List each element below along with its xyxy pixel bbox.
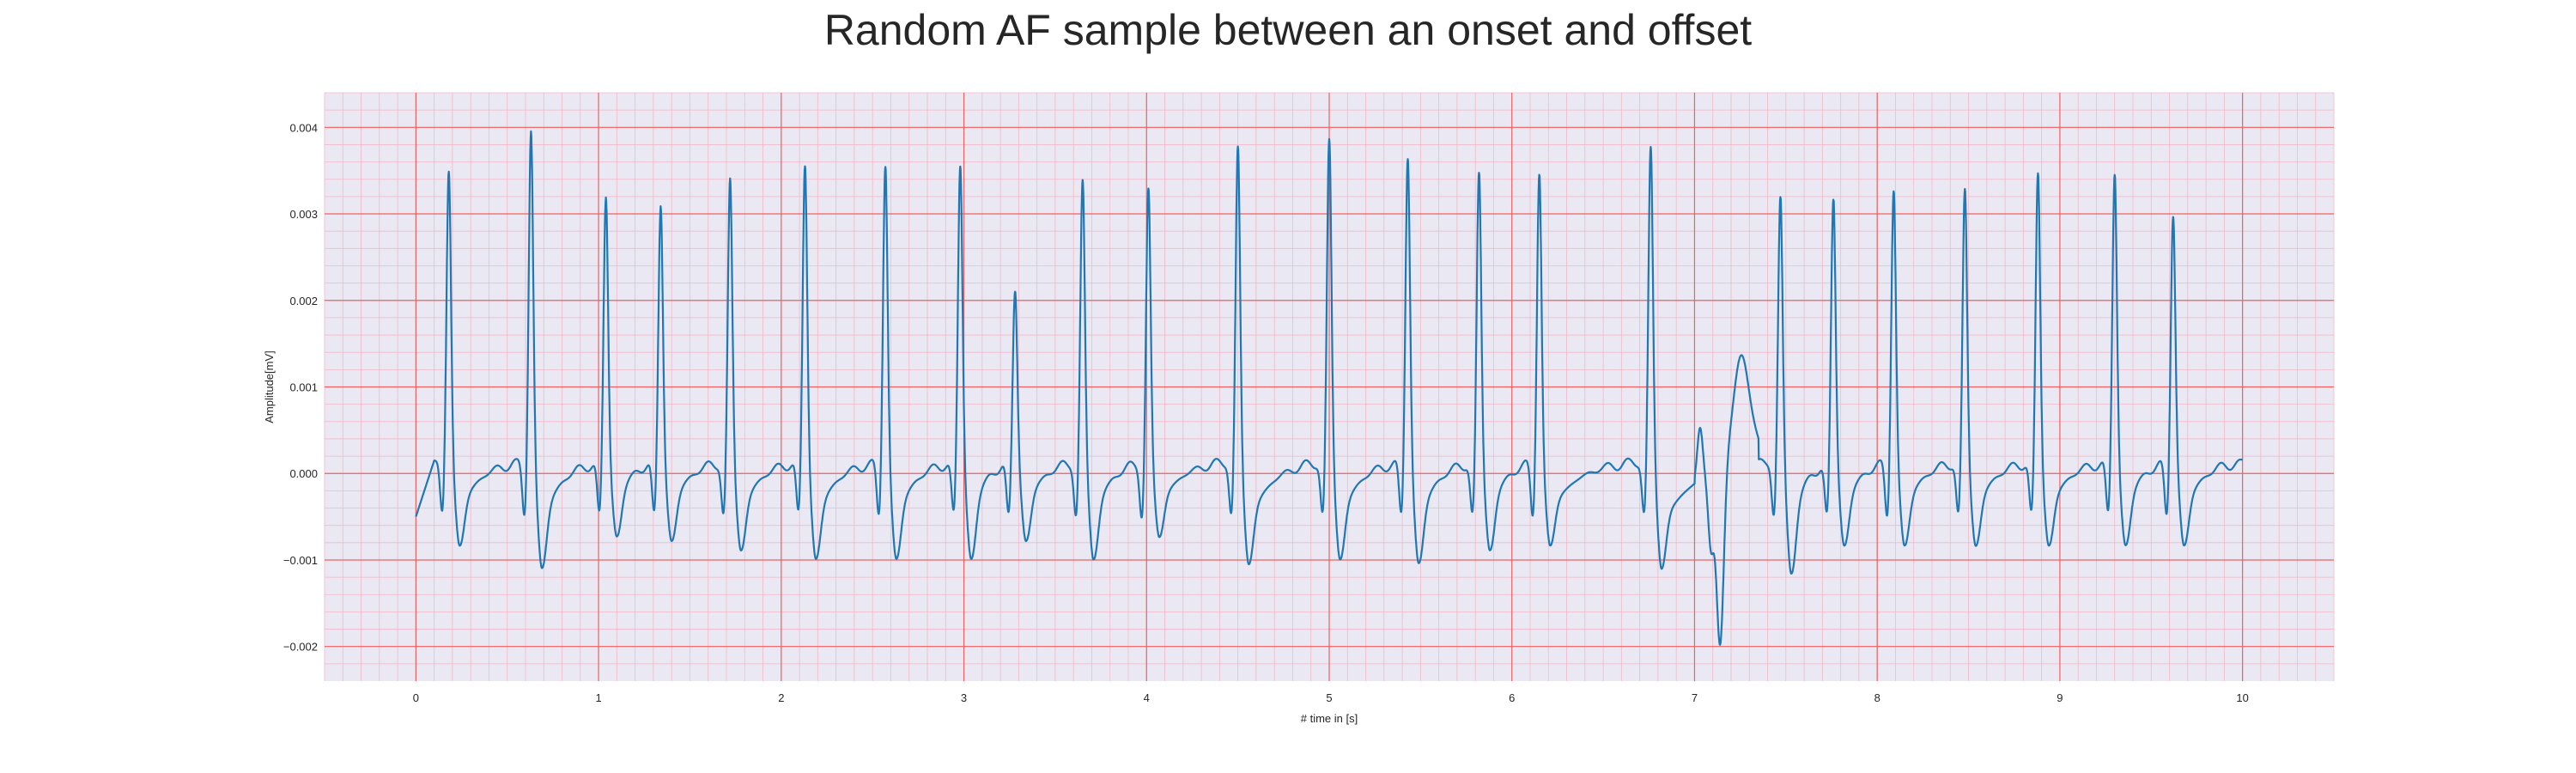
- y-tick-label: −0.001: [283, 554, 318, 567]
- y-tick-label: 0.004: [289, 121, 318, 134]
- x-axis-ticks: 0 1 2 3 4 5 6 7 8 9 10: [413, 691, 2249, 704]
- x-tick-label: 9: [2057, 691, 2063, 704]
- major-grid: [325, 93, 2334, 681]
- x-tick-label: 0: [413, 691, 419, 704]
- y-tick-label: 0.000: [289, 467, 318, 480]
- x-tick-label: 8: [1874, 691, 1880, 704]
- x-tick-label: 4: [1144, 691, 1150, 704]
- y-tick-label: 0.002: [289, 295, 318, 307]
- y-tick-label: 0.003: [289, 208, 318, 221]
- x-tick-label: 6: [1509, 691, 1515, 704]
- x-tick-label: 2: [778, 691, 784, 704]
- ecg-series-line: [415, 130, 2244, 646]
- x-tick-label: 1: [595, 691, 601, 704]
- x-tick-label: 5: [1326, 691, 1332, 704]
- x-tick-label: 7: [1692, 691, 1698, 704]
- y-axis-label: Amplitude[mV]: [263, 350, 276, 423]
- y-tick-label: −0.002: [283, 641, 318, 654]
- y-axis-ticks: −0.002 −0.001 0.000 0.001 0.002 0.003 0.004: [283, 121, 318, 653]
- y-tick-label: 0.001: [289, 381, 318, 394]
- chart-title: Random AF sample between an onset and of…: [823, 6, 1753, 54]
- x-tick-label: 3: [961, 691, 967, 704]
- x-axis-label: # time in [s]: [1301, 712, 1358, 725]
- x-tick-label: 10: [2236, 691, 2248, 704]
